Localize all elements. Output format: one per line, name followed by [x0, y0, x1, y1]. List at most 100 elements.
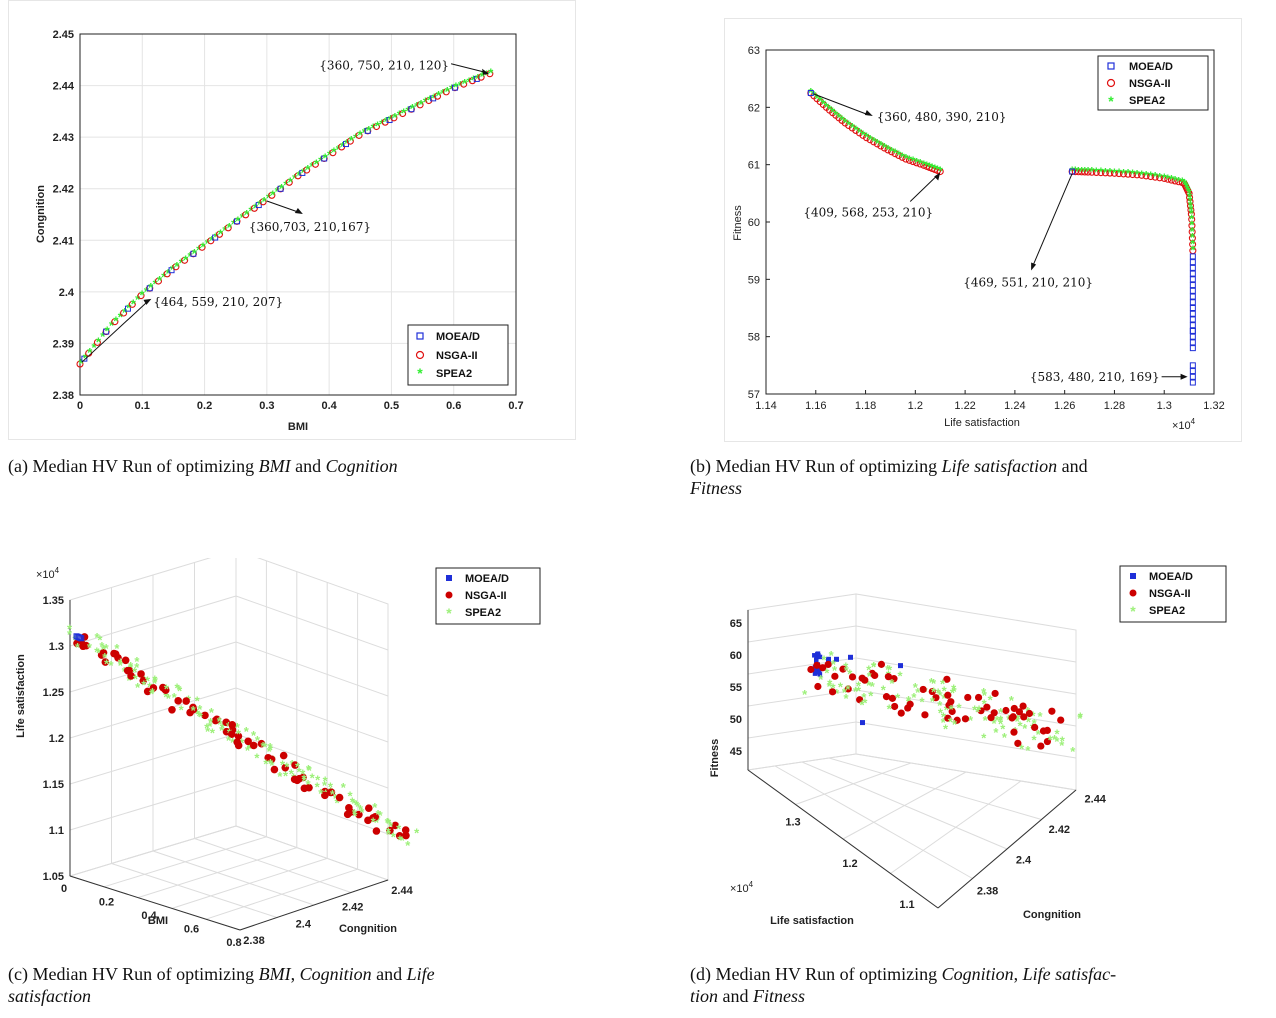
grid-c — [152, 850, 315, 906]
grid-c — [235, 595, 389, 651]
spea-point: * — [227, 220, 233, 235]
spea-point: * — [1038, 709, 1044, 724]
x-tick-label: 1.2 — [842, 858, 857, 870]
nsga-point — [242, 211, 250, 219]
spea-point: * — [396, 822, 402, 837]
nsga-point — [477, 73, 485, 81]
nsga-point — [460, 80, 468, 88]
y-tick-label: 2.42 — [53, 184, 74, 196]
nsga-point — [267, 755, 276, 764]
moead-point — [1189, 282, 1196, 289]
spea-point: * — [135, 680, 141, 695]
spea-point: * — [295, 759, 301, 774]
spea-point: * — [354, 797, 360, 812]
spea-point: * — [349, 133, 355, 148]
floor-d — [746, 753, 1078, 909]
nsga-point — [890, 675, 898, 683]
nsga-point — [866, 136, 874, 144]
spea-point: * — [878, 138, 884, 153]
nsga-point — [137, 670, 145, 678]
x-tick-label: 0 — [61, 883, 67, 895]
grid-d — [747, 721, 857, 739]
spea-point: * — [153, 674, 159, 689]
nsga-point — [442, 88, 450, 96]
spea-point: * — [920, 694, 926, 709]
spea-point: * — [952, 684, 958, 699]
caption-d-sep2: and — [718, 986, 754, 1006]
spea-point: * — [818, 94, 824, 109]
spea-point: * — [392, 110, 398, 125]
nsga-point — [416, 101, 424, 109]
nsga-point — [873, 140, 881, 148]
x-axis-label-b: Life satisfaction — [944, 417, 1020, 429]
spea-point: * — [391, 830, 397, 845]
moead-point — [77, 634, 84, 641]
y-tick-label: 60 — [748, 217, 760, 229]
spea-point: * — [301, 165, 307, 180]
nsga-point — [1097, 169, 1105, 177]
nsga-point — [174, 697, 183, 705]
nsga-point — [154, 277, 163, 285]
caption-a-term1: BMI — [258, 456, 291, 476]
spea-point: * — [1183, 178, 1189, 193]
spea-point: * — [352, 806, 358, 821]
spea-point: * — [929, 675, 935, 690]
nsga-point — [861, 676, 869, 684]
spea-point: * — [838, 679, 844, 694]
nsga-point — [111, 318, 119, 326]
annotation-arrowhead — [1180, 373, 1188, 380]
spea-point: * — [284, 760, 290, 775]
moead-point — [1189, 322, 1196, 329]
spea-point: * — [914, 155, 920, 170]
nsga-point — [839, 665, 847, 673]
moead-point — [1189, 276, 1196, 283]
spea-point: * — [260, 739, 266, 754]
spea-point: * — [911, 690, 917, 705]
spea-point: * — [108, 658, 114, 673]
nsga-point — [1009, 713, 1017, 721]
x-tick-label: 1.18 — [855, 400, 876, 412]
spea-point: * — [993, 725, 999, 740]
spea-point: * — [866, 663, 872, 678]
x-tick-label: 1.26 — [1054, 400, 1075, 412]
nsga-point — [1124, 170, 1132, 178]
spea-point: * — [401, 106, 407, 121]
annotation-arrowhead — [143, 298, 152, 305]
spea-point: * — [176, 682, 182, 697]
nsga-point — [327, 788, 336, 797]
spea-point: * — [488, 66, 494, 81]
spea-point: * — [943, 721, 949, 736]
spea-point: * — [153, 277, 159, 292]
spea-point: * — [197, 709, 203, 724]
y-axis-label-d: Congnition — [1023, 909, 1081, 921]
nsga-point — [859, 131, 867, 139]
spea-point: * — [204, 721, 210, 736]
nsga-point — [1167, 176, 1176, 184]
nsga-point — [828, 688, 837, 696]
nsga-point — [891, 702, 899, 711]
spea-point: * — [195, 694, 201, 709]
spea-point: * — [400, 833, 406, 848]
spea-point: * — [1112, 165, 1118, 180]
caption-a: (a) Median HV Run of optimizing BMI and … — [8, 455, 588, 477]
spea-point: * — [386, 824, 392, 839]
nsga-point — [1101, 169, 1109, 177]
moead-point — [1189, 362, 1196, 369]
spea-point: * — [445, 84, 451, 99]
floor-c — [68, 825, 390, 931]
spea-point: * — [941, 715, 947, 730]
x-tick-label: 0.7 — [508, 400, 523, 412]
spea-point: * — [240, 210, 246, 225]
y-tick-label: 2.4 — [59, 287, 75, 299]
moead-point — [408, 106, 415, 113]
nsga-point — [369, 814, 377, 822]
spea-point: * — [988, 692, 994, 707]
chart-a: 0 0.1 0.2 0.3 0.4 0.5 0.6 0.7 2.38 2.39 2.4 2.41 2.4… — [8, 0, 576, 440]
caption-d-sep1: , — [1013, 964, 1023, 984]
legend-moead-marker — [416, 332, 424, 340]
spea-point: * — [811, 88, 817, 103]
y-axis-label-c: Congnition — [339, 923, 397, 935]
moead-point — [1189, 299, 1196, 306]
annotation-arrow — [450, 63, 488, 74]
